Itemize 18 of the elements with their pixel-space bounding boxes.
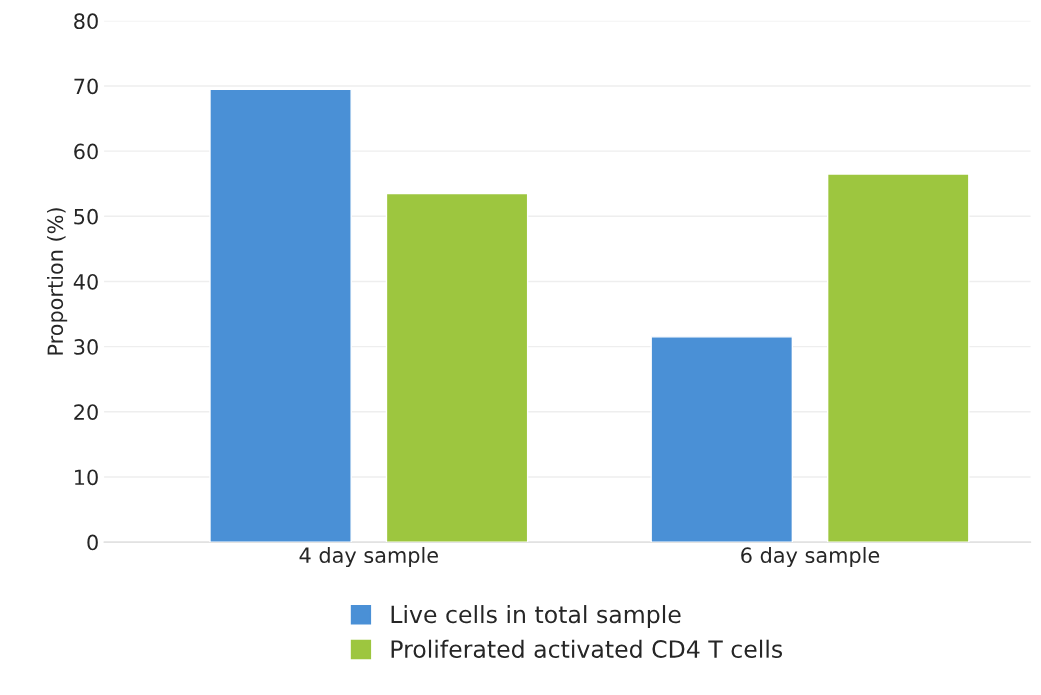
y-tick-label: 50 (74, 208, 98, 225)
y-tick-label: 10 (75, 469, 98, 486)
y-tick-label: 40 (73, 273, 98, 290)
y-axis-title: Proportion (%) (47, 208, 68, 355)
legend-label: Proliferated activated CD4 T cells (391, 639, 783, 658)
y-tick-label: 80 (74, 13, 98, 30)
y-tick-label: 60 (74, 143, 98, 160)
x-tick-label: 4 day sample (299, 546, 438, 568)
bar (650, 336, 794, 543)
x-tick-label: 6 day sample (741, 546, 880, 568)
y-tick-label: 70 (74, 78, 98, 95)
bar (385, 192, 529, 543)
y-tick-label: 30 (74, 339, 98, 355)
legend-label: Live cells in total sample (391, 605, 681, 628)
y-tick-label: 20 (74, 404, 98, 420)
y-tick-label: 0 (87, 534, 98, 551)
bar (826, 173, 970, 543)
bar (209, 88, 352, 543)
